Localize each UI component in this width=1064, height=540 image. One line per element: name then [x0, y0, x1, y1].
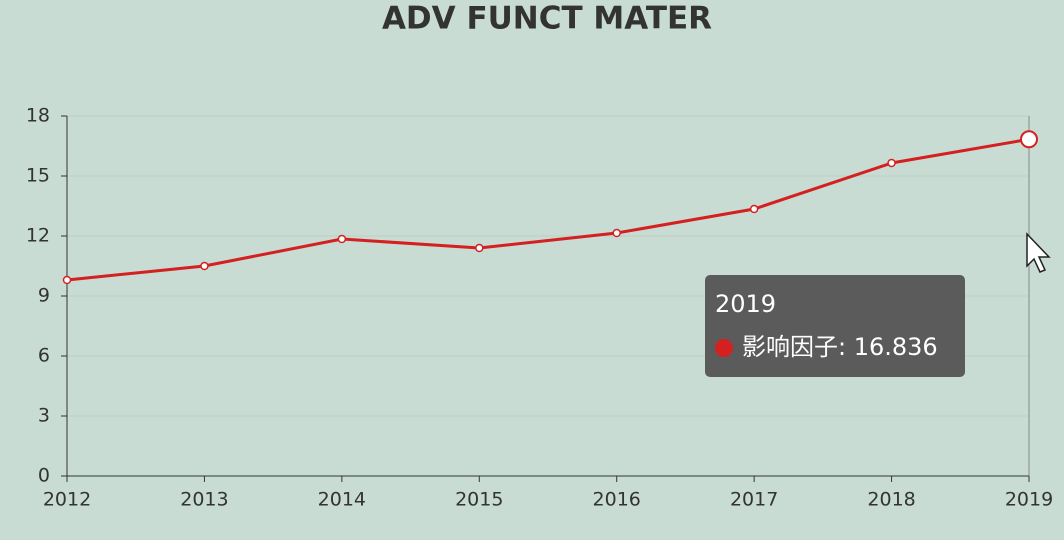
- point: [1020, 130, 1038, 149]
- point: [749, 204, 759, 214]
- y-tick-label: 6: [38, 345, 50, 367]
- y-tick-label: 18: [26, 105, 50, 127]
- x-tick-label: 2017: [730, 489, 778, 511]
- x-tick-label: 2012: [43, 489, 91, 511]
- x-tick-label: 2015: [455, 489, 503, 511]
- x-tick-label: 2018: [867, 489, 915, 511]
- x-tick-label: 2013: [180, 489, 228, 511]
- x-tick-label: 2014: [318, 489, 366, 511]
- y-tick-label: 0: [38, 465, 50, 487]
- tooltip-box: [705, 275, 965, 377]
- y-tick-label: 15: [26, 165, 50, 187]
- point: [337, 234, 347, 244]
- point: [200, 261, 209, 271]
- y-tick-label: 3: [38, 405, 50, 427]
- y-tick-label: 12: [26, 225, 50, 247]
- line: [66, 137, 1030, 282]
- tooltip-title: 2019: [715, 290, 776, 318]
- point: [62, 275, 72, 285]
- x-tick-label: 2016: [593, 489, 641, 511]
- cursor: [1026, 232, 1051, 273]
- point: [475, 243, 484, 253]
- x-tick-label: 2019: [1005, 489, 1053, 511]
- tooltip-marker: [715, 339, 733, 357]
- tooltip-text: 影响因子: 16.836: [742, 333, 938, 361]
- point: [612, 228, 621, 238]
- point: [887, 158, 896, 168]
- tooltip: 2019 影响因子: 16.836: [705, 275, 965, 377]
- chart-title: ADV FUNCT MATER: [382, 1, 712, 37]
- y-tick-label: 9: [38, 285, 50, 307]
